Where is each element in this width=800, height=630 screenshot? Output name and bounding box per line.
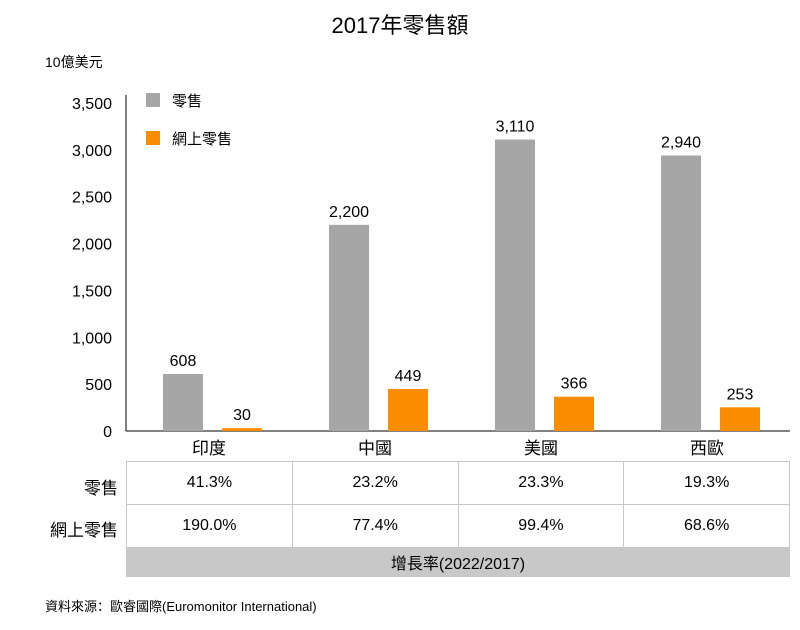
- table-cell: 41.3%: [126, 461, 293, 505]
- legend-label: 零售: [172, 93, 202, 110]
- bar: [661, 155, 701, 432]
- table-footer-row: 增長率(2022/2017): [126, 547, 790, 577]
- y-tick-label: 2,000: [72, 237, 112, 254]
- bar: [329, 224, 369, 431]
- table-cell: 19.3%: [623, 461, 790, 505]
- data-label: 2,940: [661, 134, 701, 151]
- table-row-label-retail: 零售: [84, 479, 118, 498]
- legend-swatch: [146, 131, 160, 145]
- y-tick-label: 1,500: [72, 283, 112, 300]
- data-label: 449: [395, 368, 422, 385]
- table-cell: 99.4%: [457, 504, 625, 548]
- data-label: 253: [727, 386, 754, 403]
- legend-swatch: [146, 93, 160, 107]
- y-tick-label: 500: [85, 377, 112, 394]
- bar: [163, 374, 203, 431]
- data-label: 2,200: [329, 204, 369, 221]
- y-tick-label: 2,500: [72, 190, 112, 207]
- y-tick-label: 3,000: [72, 143, 112, 160]
- table-cell: 77.4%: [291, 504, 459, 548]
- x-tick-label: 印度: [192, 439, 226, 458]
- legend-label: 網上零售: [172, 131, 232, 148]
- data-label: 3,110: [496, 119, 535, 136]
- data-label: 608: [170, 353, 197, 370]
- x-tick-label: 西歐: [690, 439, 724, 458]
- bar-chart: 0 500 1,000 1,500 2,000 2,500 3,000 3,500 608 30 印…: [72, 93, 790, 458]
- y-axis-unit-label: 10億美元: [45, 54, 103, 70]
- x-tick-label: 美國: [524, 439, 558, 458]
- data-label: 366: [561, 376, 588, 393]
- bar: [495, 139, 535, 431]
- growth-rate-table: 41.3% 23.2% 23.3% 19.3% 190.0% 77.4% 99.…: [126, 461, 790, 577]
- data-label: 30: [233, 407, 251, 424]
- bar: [554, 396, 594, 431]
- table-row-label-online-retail: 網上零售: [50, 521, 118, 540]
- table-cell: 190.0%: [126, 504, 293, 548]
- bar: [720, 407, 760, 431]
- table-cell: 23.2%: [291, 461, 459, 505]
- table-row: 41.3% 23.2% 23.3% 19.3%: [126, 461, 790, 505]
- y-tick-label: 3,500: [72, 96, 112, 113]
- x-tick-label: 中國: [358, 439, 392, 458]
- y-tick-label: 1,000: [72, 330, 112, 347]
- y-tick-label: 0: [103, 424, 112, 441]
- table-cell: 68.6%: [623, 504, 790, 548]
- table-cell: 23.3%: [457, 461, 625, 505]
- bar: [222, 428, 262, 431]
- source-note: 資料來源：歐睿國際(Euromonitor International): [45, 599, 317, 614]
- chart-title: 2017年零售額: [331, 13, 469, 38]
- growth-rate-caption: 增長率(2022/2017): [126, 547, 790, 577]
- table-row: 190.0% 77.4% 99.4% 68.6%: [126, 504, 790, 548]
- bar: [388, 388, 428, 431]
